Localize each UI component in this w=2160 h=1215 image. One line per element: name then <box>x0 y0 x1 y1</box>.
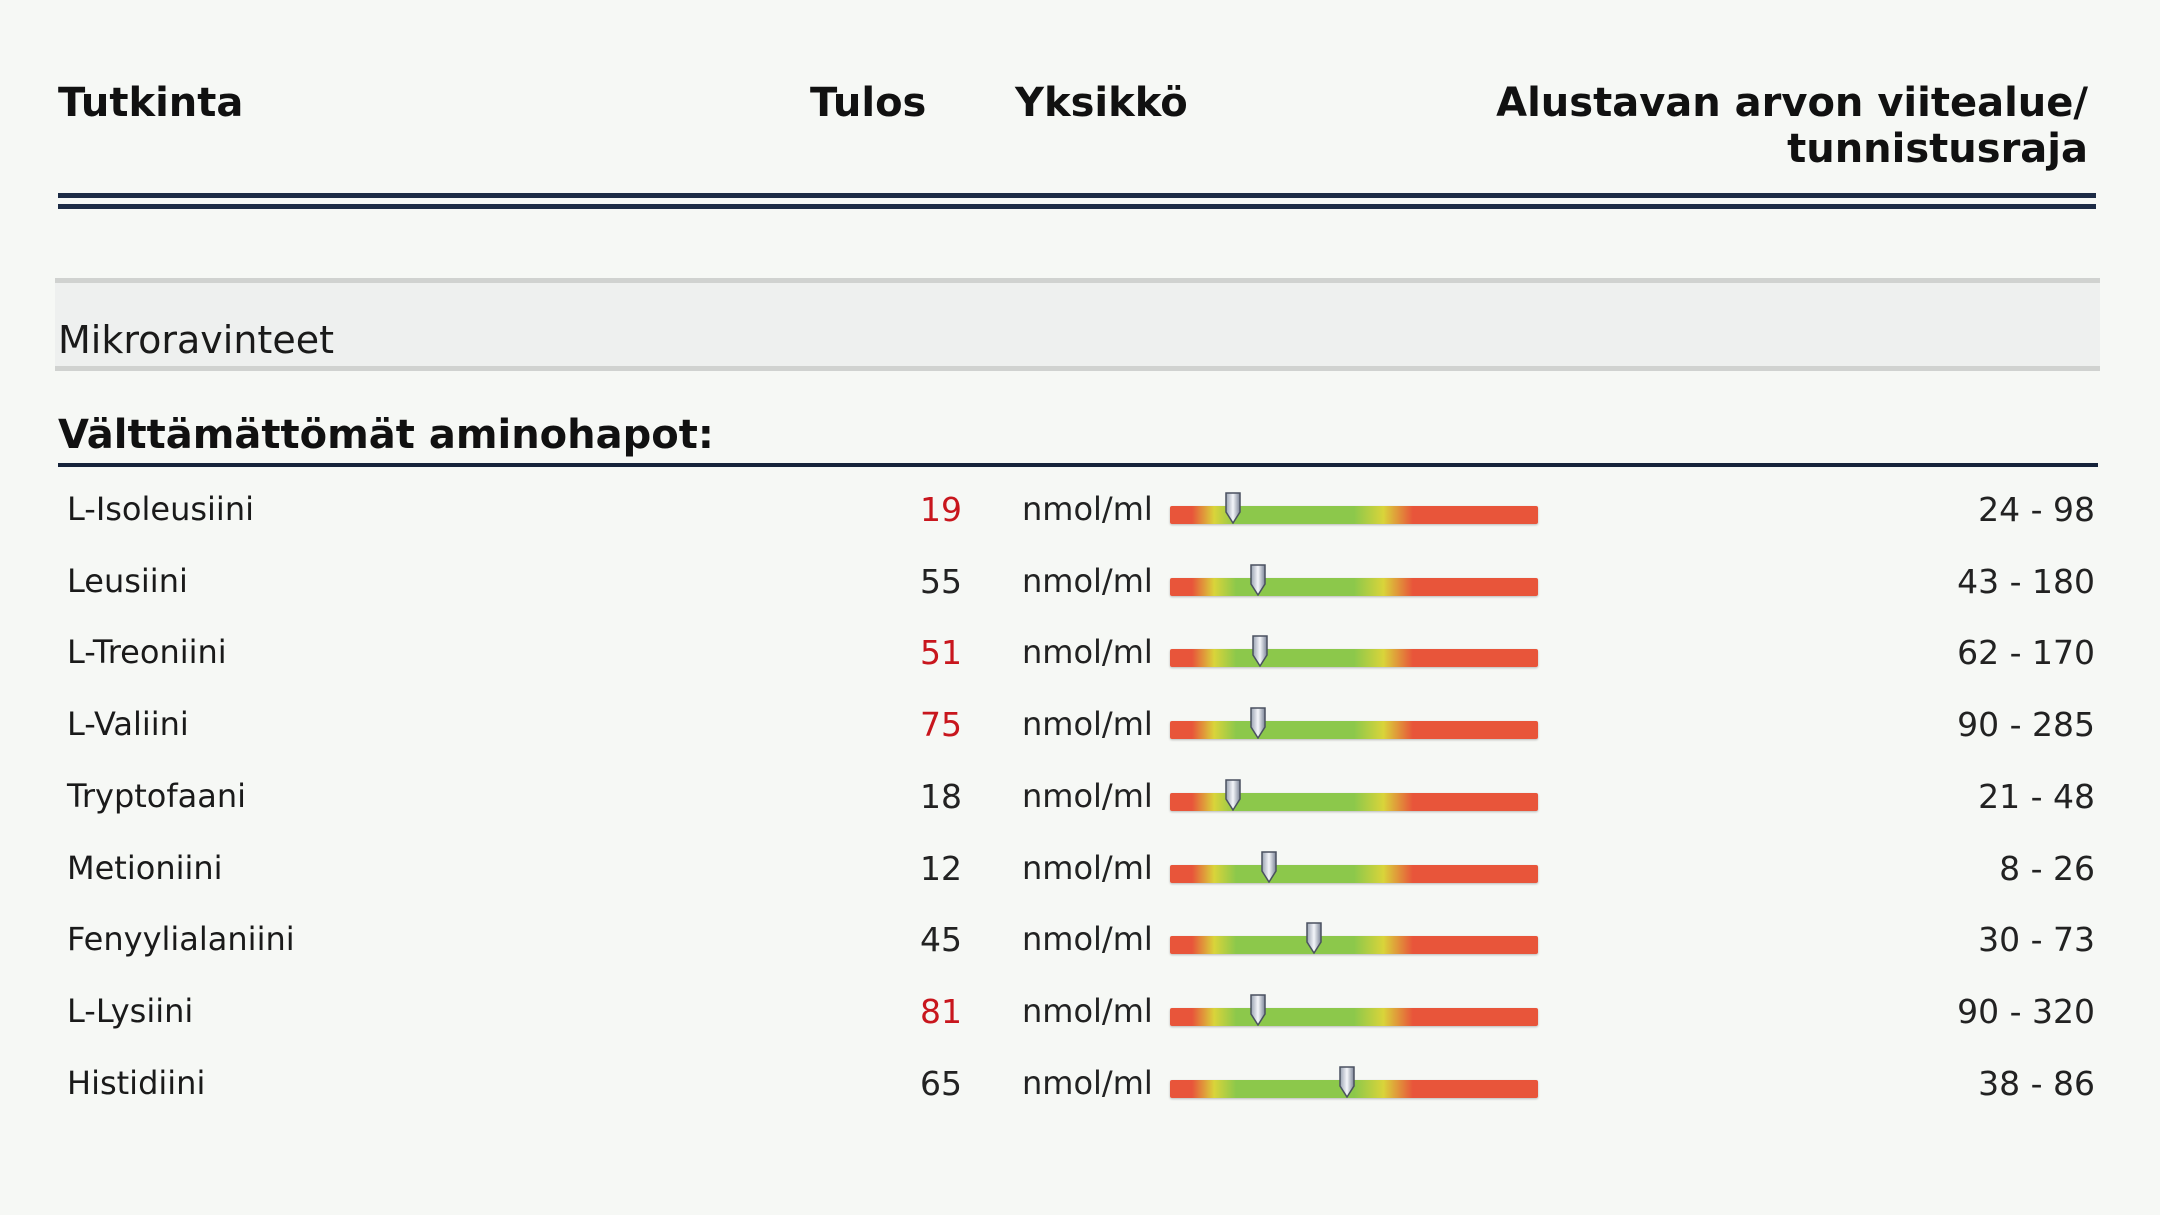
reference-header-line-2: tunnistusraja <box>1787 126 2088 172</box>
unit: nmol/ml <box>1022 561 1153 600</box>
unit: nmol/ml <box>1022 776 1153 815</box>
table-row: L-Isoleusiini 19 nmol/ml 24 - 98 <box>0 476 2160 548</box>
gauge-marker-icon <box>1224 779 1242 812</box>
reference-gauge <box>1170 492 1538 525</box>
gauge-marker-icon <box>1305 922 1323 955</box>
table-row: L-Lysiini 81 nmol/ml 90 - 320 <box>0 978 2160 1050</box>
column-header-result: Tulos <box>810 80 927 126</box>
reference-gauge <box>1170 850 1538 883</box>
gauge-bar <box>1170 506 1538 524</box>
group-divider <box>58 463 2098 467</box>
reference-range: 62 - 170 <box>1957 633 2095 673</box>
result-value: 75 <box>920 705 962 745</box>
gauge-bar <box>1170 577 1538 596</box>
result-value: 19 <box>920 490 962 529</box>
test-name: Tryptofaani <box>67 776 247 815</box>
reference-gauge <box>1170 563 1538 597</box>
header-divider-bottom <box>58 204 2096 209</box>
reference-gauge <box>1170 635 1538 668</box>
section-band <box>55 278 2100 371</box>
section-title: Mikroravinteet <box>58 318 334 362</box>
reference-range: 21 - 48 <box>1978 776 2095 816</box>
test-name: L-Lysiini <box>67 991 194 1030</box>
unit: nmol/ml <box>1022 1063 1153 1102</box>
reference-gauge <box>1170 994 1538 1027</box>
reference-range: 90 - 285 <box>1957 705 2095 745</box>
gauge-bar <box>1170 721 1538 740</box>
table-row: L-Treoniini 51 nmol/ml 62 - 170 <box>0 619 2160 691</box>
table-row: Leusiini 55 nmol/ml 43 - 180 <box>0 548 2160 620</box>
gauge-marker-icon <box>1251 635 1269 668</box>
test-name: L-Valiini <box>67 705 189 744</box>
test-name: Fenyylialaniini <box>67 920 295 959</box>
header-divider-top <box>58 193 2096 198</box>
result-value: 65 <box>920 1063 962 1103</box>
unit: nmol/ml <box>1022 705 1153 744</box>
test-name: Leusiini <box>67 561 188 600</box>
table-row: Histidiini 65 nmol/ml 38 - 86 <box>0 1050 2160 1122</box>
unit: nmol/ml <box>1022 991 1153 1030</box>
result-value: 55 <box>920 561 962 601</box>
table-row: L-Valiini 75 nmol/ml 90 - 285 <box>0 691 2160 763</box>
unit: nmol/ml <box>1022 920 1153 959</box>
gauge-marker-icon <box>1249 707 1267 740</box>
reference-range: 38 - 86 <box>1978 1063 2095 1103</box>
gauge-bar <box>1170 864 1538 883</box>
gauge-bar <box>1170 649 1538 668</box>
reference-header-line-1: Alustavan arvon viitealue/ <box>1496 80 2088 126</box>
reference-range: 24 - 98 <box>1978 490 2095 529</box>
gauge-marker-icon <box>1224 492 1242 525</box>
reference-range: 90 - 320 <box>1957 991 2095 1031</box>
reference-range: 8 - 26 <box>1999 848 2095 888</box>
result-value: 12 <box>920 848 962 888</box>
column-header-unit: Yksikkö <box>1015 80 1188 126</box>
reference-range: 43 - 180 <box>1957 561 2095 601</box>
gauge-bar <box>1170 1007 1538 1026</box>
gauge-marker-icon <box>1260 850 1278 883</box>
test-name: Histidiini <box>67 1063 206 1102</box>
reference-gauge <box>1170 922 1538 955</box>
result-value: 51 <box>920 633 962 673</box>
reference-gauge <box>1170 707 1538 740</box>
gauge-marker-icon <box>1249 994 1267 1027</box>
reference-range: 30 - 73 <box>1978 920 2095 960</box>
table-row: Fenyylialaniini 45 nmol/ml 30 - 73 <box>0 906 2160 978</box>
result-value: 45 <box>920 920 962 960</box>
unit: nmol/ml <box>1022 848 1153 887</box>
gauge-bar <box>1170 936 1538 955</box>
gauge-bar <box>1170 792 1538 811</box>
test-name: Metioniini <box>67 848 223 887</box>
unit: nmol/ml <box>1022 490 1153 528</box>
column-header-test: Tutkinta <box>58 80 244 126</box>
gauge-marker-icon <box>1249 563 1267 597</box>
test-name: L-Treoniini <box>67 633 227 672</box>
result-value: 18 <box>920 776 962 816</box>
column-header-reference: Alustavan arvon viitealue/ tunnistusraja <box>1328 80 2088 172</box>
unit: nmol/ml <box>1022 633 1153 672</box>
gauge-marker-icon <box>1338 1065 1356 1098</box>
reference-gauge <box>1170 1065 1538 1098</box>
result-value: 81 <box>920 991 962 1031</box>
test-name: L-Isoleusiini <box>67 490 254 528</box>
gauge-bar <box>1170 1079 1538 1098</box>
table-row: Metioniini 12 nmol/ml 8 - 26 <box>0 835 2160 907</box>
reference-gauge <box>1170 779 1538 812</box>
group-title: Välttämättömät aminohapot: <box>58 412 714 458</box>
table-row: Tryptofaani 18 nmol/ml 21 - 48 <box>0 763 2160 835</box>
